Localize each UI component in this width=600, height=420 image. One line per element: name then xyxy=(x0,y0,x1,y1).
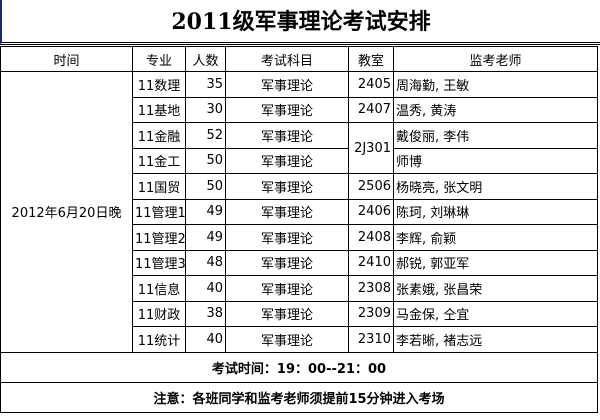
teachers-cell[interactable]: 李若晰, 褚志远 xyxy=(393,326,598,353)
table-row: 11管理1 49 军事理论 2406 陈珂, 刘琳琳 xyxy=(1,198,598,225)
header-teachers: 监考老师 xyxy=(393,46,598,72)
major-cell[interactable]: 11管理1 xyxy=(132,198,186,225)
room-cell[interactable]: 2310 xyxy=(348,326,394,353)
header-time: 时间 xyxy=(0,46,133,72)
exam-schedule-table: 时间 专业 人数 考试科目 教室 监考老师 2012年6月20日晚 11数理 35 军… xyxy=(0,46,598,413)
room-cell[interactable]: 2406 xyxy=(348,198,394,225)
teachers-cell[interactable]: 戴俊丽, 李伟 xyxy=(393,122,598,149)
header-subject: 考试科目 xyxy=(225,46,349,72)
major-cell[interactable]: 11信息 xyxy=(132,275,186,302)
subject-cell[interactable]: 军事理论 xyxy=(225,147,349,174)
room-cell[interactable]: 2J301 xyxy=(348,122,394,174)
sheet-title: 2011级军事理论考试安排 xyxy=(0,0,600,45)
major-cell[interactable]: 11国贸 xyxy=(132,173,186,200)
teachers-cell[interactable]: 张素娥, 张昌荣 xyxy=(393,275,598,302)
count-cell[interactable]: 30 xyxy=(185,96,226,123)
teachers-cell[interactable]: 师博 xyxy=(393,147,598,174)
table-row: 2012年6月20日晚 11数理 35 军事理论 2405 周海勤, 王敏 xyxy=(0,71,598,353)
room-cell[interactable]: 2405 xyxy=(348,71,394,98)
teachers-cell[interactable]: 周海勤, 王敏 xyxy=(393,71,598,98)
count-cell[interactable]: 49 xyxy=(185,198,226,225)
room-cell[interactable]: 2309 xyxy=(348,300,394,327)
count-cell[interactable]: 40 xyxy=(185,326,226,353)
subject-cell[interactable]: 军事理论 xyxy=(225,198,349,225)
major-cell[interactable]: 11管理3 xyxy=(132,249,186,276)
count-cell[interactable]: 49 xyxy=(185,224,226,251)
table-row: 11基地 30 军事理论 2407 温秀, 黄涛 xyxy=(1,96,598,123)
room-cell[interactable]: 2308 xyxy=(348,275,394,302)
subject-cell[interactable]: 军事理论 xyxy=(225,326,349,353)
header-major: 专业 xyxy=(132,46,186,72)
major-cell[interactable]: 11统计 xyxy=(132,326,186,353)
major-cell[interactable]: 11数理 xyxy=(132,71,186,98)
subject-cell[interactable]: 军事理论 xyxy=(225,122,349,149)
teachers-cell[interactable]: 郝锐, 郭亚军 xyxy=(393,249,598,276)
table-row: 11管理3 48 军事理论 2410 郝锐, 郭亚军 xyxy=(1,249,598,276)
room-cell[interactable]: 2408 xyxy=(348,224,394,251)
subject-cell[interactable]: 军事理论 xyxy=(225,224,349,251)
header-room: 教室 xyxy=(348,46,394,72)
teachers-cell[interactable]: 温秀, 黄涛 xyxy=(393,96,598,123)
major-cell[interactable]: 11财政 xyxy=(132,300,186,327)
major-cell[interactable]: 11管理2 xyxy=(132,224,186,251)
room-cell[interactable]: 2407 xyxy=(348,96,394,123)
table-row: 11财政 38 军事理论 2309 马金保, 仝宜 xyxy=(1,300,598,327)
room-cell[interactable]: 2506 xyxy=(348,173,394,200)
exam-time-cell[interactable]: 考试时间：19：00--21：00 xyxy=(0,351,598,383)
major-cell[interactable]: 11金融 xyxy=(132,122,186,149)
time-cell[interactable]: 2012年6月20日晚 xyxy=(0,71,133,353)
teachers-cell[interactable]: 杨晓亮, 张文明 xyxy=(393,173,598,200)
subject-cell[interactable]: 军事理论 xyxy=(225,249,349,276)
count-cell[interactable]: 38 xyxy=(185,300,226,327)
major-cell[interactable]: 11基地 xyxy=(132,96,186,123)
count-cell[interactable]: 50 xyxy=(185,173,226,200)
teachers-cell[interactable]: 李辉, 俞颖 xyxy=(393,224,598,251)
count-cell[interactable]: 52 xyxy=(185,122,226,149)
subject-cell[interactable]: 军事理论 xyxy=(225,275,349,302)
header-count: 人数 xyxy=(185,46,226,72)
subject-cell[interactable]: 军事理论 xyxy=(225,96,349,123)
count-cell[interactable]: 35 xyxy=(185,71,226,98)
subject-cell[interactable]: 军事理论 xyxy=(225,300,349,327)
teachers-cell[interactable]: 陈珂, 刘琳琳 xyxy=(393,198,598,225)
room-cell[interactable]: 2410 xyxy=(348,249,394,276)
subject-cell[interactable]: 军事理论 xyxy=(225,71,349,98)
count-cell[interactable]: 48 xyxy=(185,249,226,276)
table-row: 11国贸 50 军事理论 2506 杨晓亮, 张文明 xyxy=(1,173,598,200)
count-cell[interactable]: 50 xyxy=(185,147,226,174)
table-row: 11金融 52 军事理论 2J301 戴俊丽, 李伟 xyxy=(1,122,598,174)
notice-cell[interactable]: 注意：各班同学和监考老师须提前15分钟进入考场 xyxy=(0,381,598,413)
header-row: 时间 专业 人数 考试科目 教室 监考老师 xyxy=(0,46,598,72)
subject-cell[interactable]: 军事理论 xyxy=(225,173,349,200)
table-row: 11管理2 49 军事理论 2408 李辉, 俞颖 xyxy=(1,224,598,251)
count-cell[interactable]: 40 xyxy=(185,275,226,302)
teachers-cell[interactable]: 马金保, 仝宜 xyxy=(393,300,598,327)
major-cell[interactable]: 11金工 xyxy=(132,147,186,174)
table-row: 11金工 50 军事理论 师博 xyxy=(1,147,598,174)
